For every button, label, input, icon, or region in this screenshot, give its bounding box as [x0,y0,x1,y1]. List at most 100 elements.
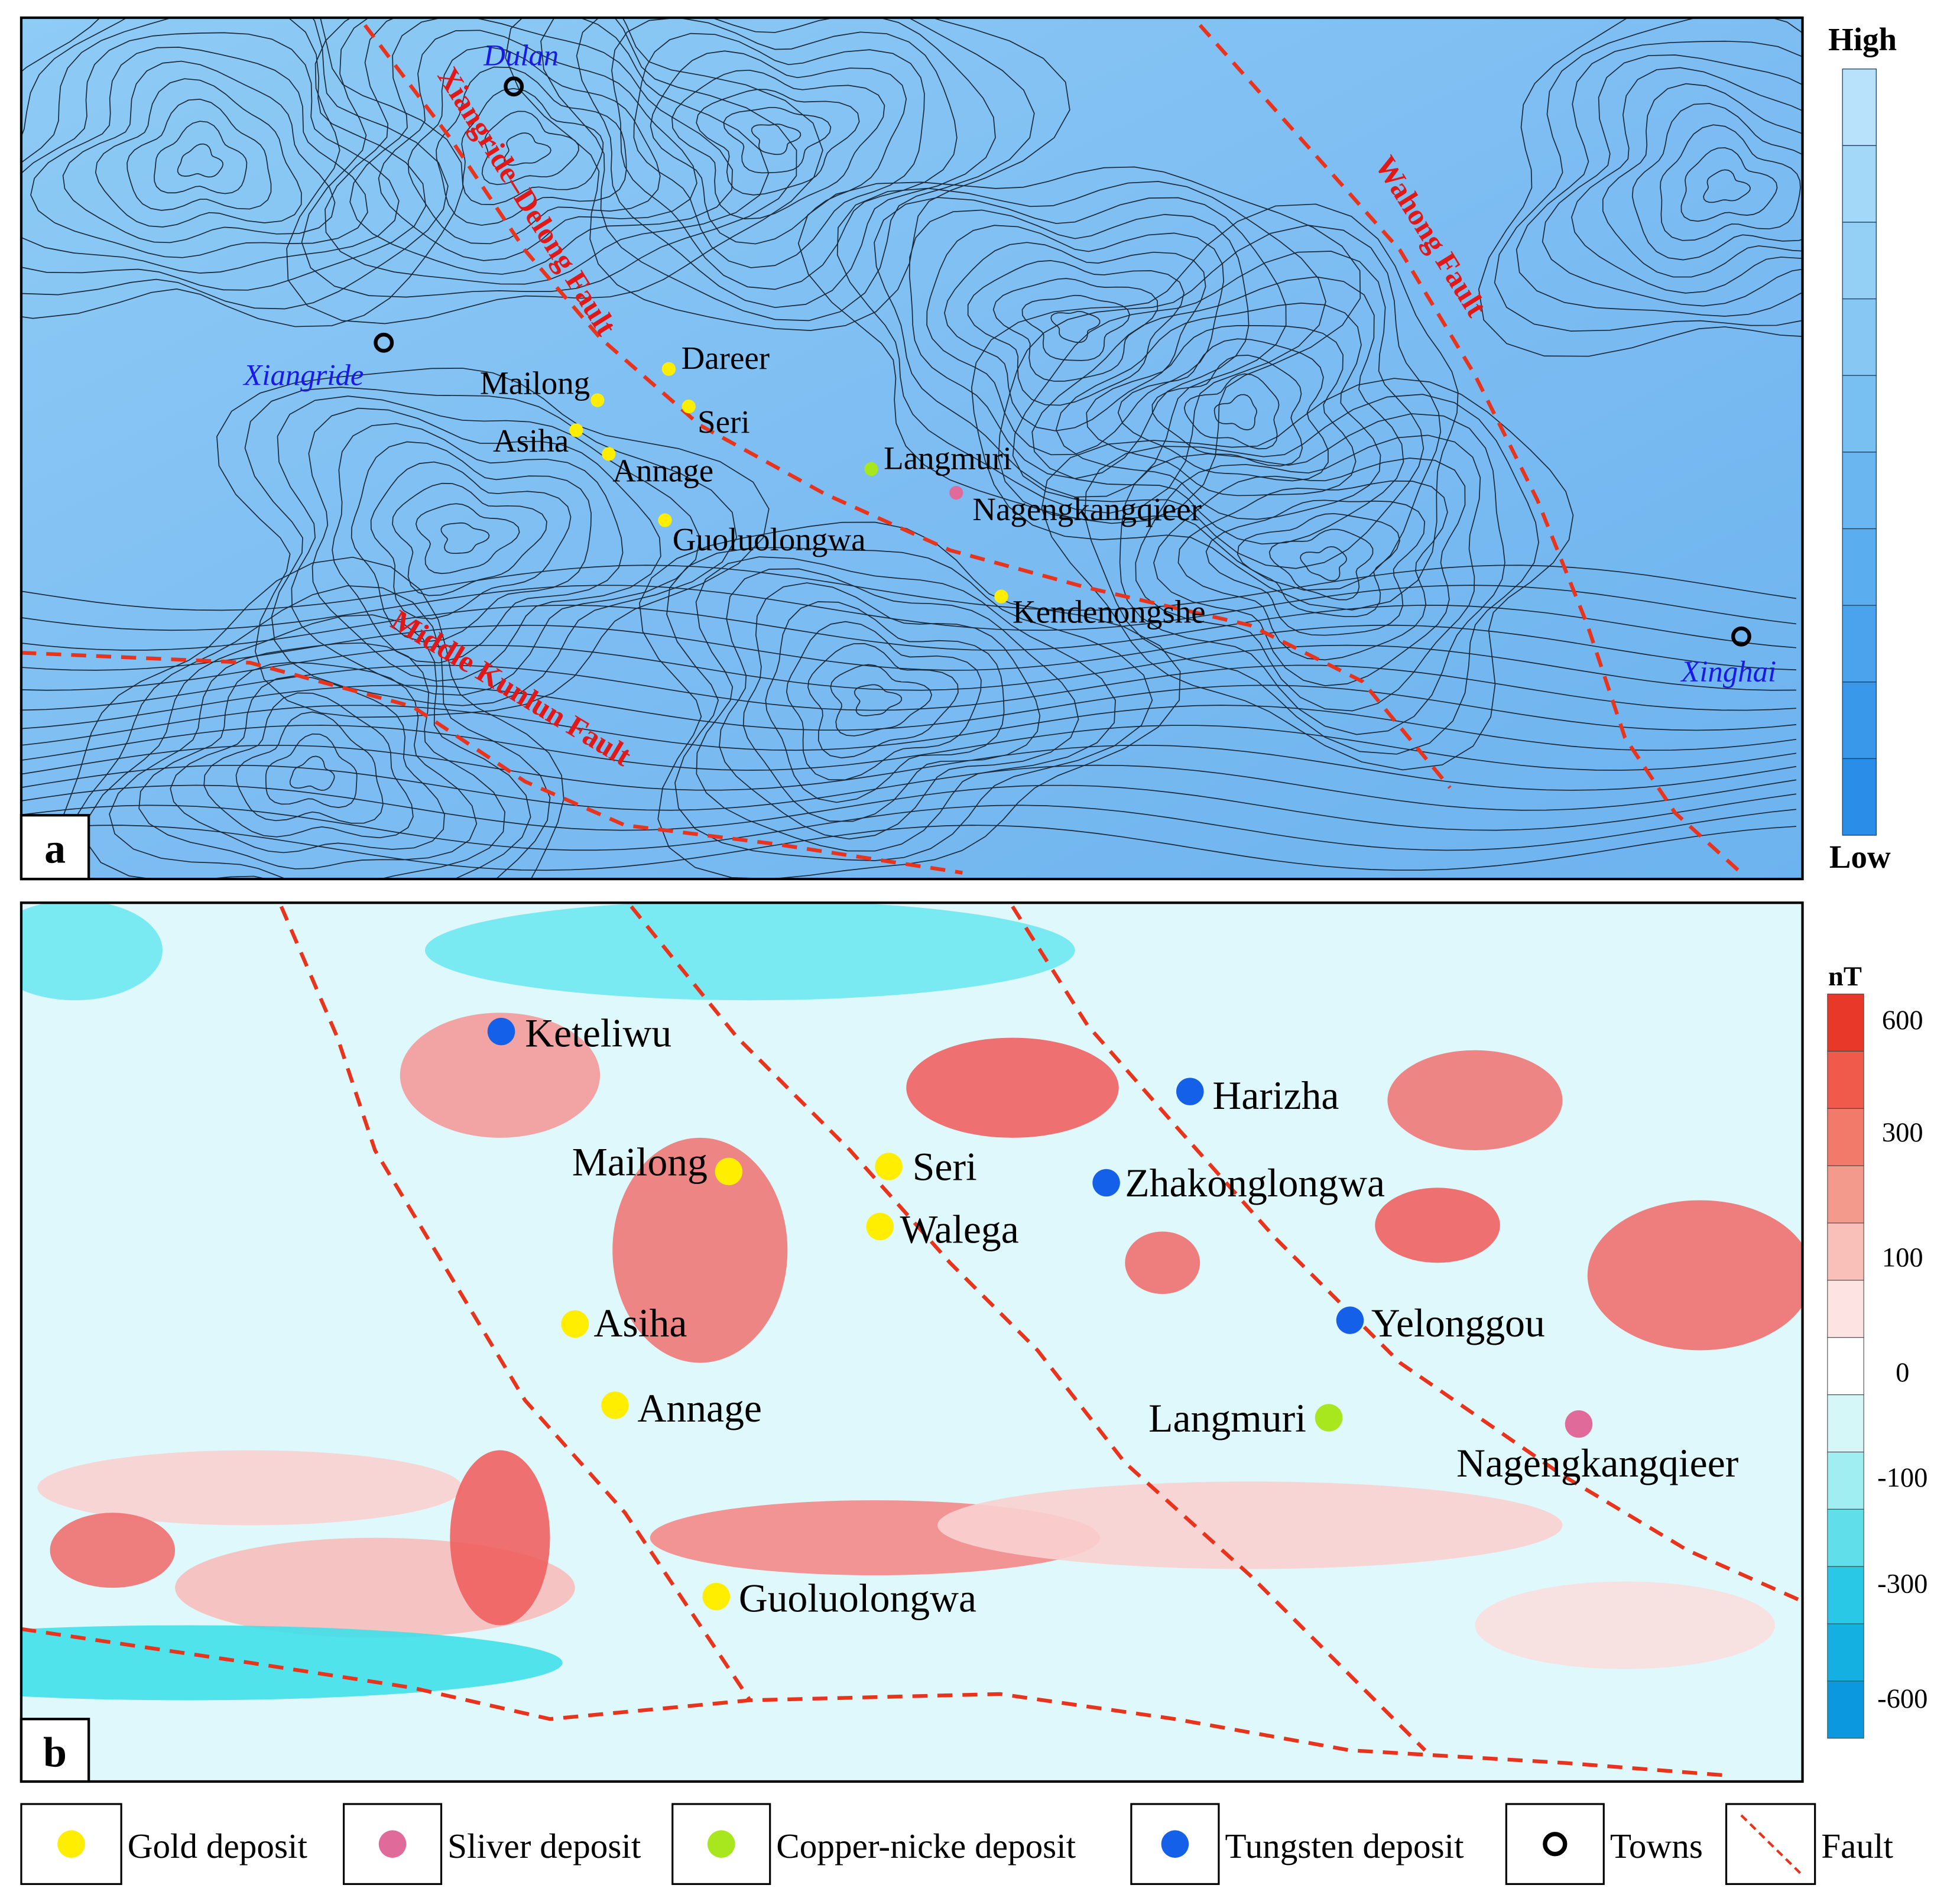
contour [1041,378,1574,771]
colorbar-tick-label: -300 [1877,1569,1927,1599]
contour [407,46,661,245]
contour [301,17,797,298]
legend-label: Gold deposit [128,1826,308,1865]
contour [21,32,400,274]
deposit-marker [569,423,583,437]
contour [1021,294,1131,361]
contour [392,482,547,596]
fault-line [1198,24,1745,877]
deposit-label: Walega [900,1207,1019,1251]
contour [21,624,1796,671]
deposit-label: Seri [913,1145,977,1189]
panel-label: a [44,825,66,872]
contour [1183,373,1280,450]
contour [378,30,697,261]
contour [54,556,564,880]
contour [505,17,1070,331]
fault-line [363,24,1452,789]
contour [576,17,996,309]
contour [177,143,223,178]
deposit-marker [715,1157,743,1186]
contour [21,17,464,327]
contours [21,17,1803,880]
deposit-label: Kendenongshe [1013,594,1206,630]
contour [1571,67,1803,294]
colorbar-unit: nT [1828,962,1862,992]
contour [504,132,551,166]
contour [308,407,661,682]
contour [765,601,1005,803]
contour [926,225,1225,456]
colorbar-low: Low [1829,839,1891,875]
legend-label: Sliver deposit [447,1826,641,1865]
contour [30,47,368,258]
colorbar-segment [1842,145,1877,223]
deposit-label: Guoluolongwa [673,521,866,557]
contour [650,50,907,245]
contour [21,784,1797,831]
contour [1084,394,1539,755]
contour [21,764,1797,811]
colorbar-tick-label: 0 [1896,1358,1909,1388]
legend-symbol [707,1830,735,1858]
colorbar-segment [1827,1050,1864,1109]
contour [324,17,770,285]
deposit-marker [875,1153,903,1180]
anomaly [425,903,1075,1001]
anomaly [937,1481,1563,1569]
contour [908,209,1250,479]
legend-box [1725,1803,1816,1885]
fault-line [629,905,1427,1752]
anomaly [37,1450,463,1526]
colorbar-segment [1827,1280,1864,1338]
fault-line [21,1627,1725,1777]
contour [21,644,1796,691]
contour [216,368,770,718]
contour [349,17,733,275]
contour [1055,302,1381,520]
deposit-label: Mailong [480,365,590,401]
colorbar-segment [1827,994,1864,1052]
contour [1268,528,1374,601]
contour [286,17,823,325]
deposit-label: Asiha [493,423,569,459]
colorbar-tick-label: -100 [1877,1463,1927,1493]
fault-line [279,906,752,1702]
deposit-marker [487,1017,515,1046]
contour [1012,251,1424,569]
town-marker [1731,626,1751,647]
contour [1602,83,1803,278]
contour [1213,394,1257,431]
panel-label-box [20,1718,90,1783]
deposit-marker [561,1310,589,1338]
contour [154,121,248,194]
contour [671,69,885,220]
contour [633,33,925,268]
colorbar-segment [1827,1108,1864,1166]
deposit-marker [702,1582,731,1611]
contour [21,804,1797,851]
contour [1119,413,1505,735]
colorbar-segment [1827,1508,1864,1567]
deposit-label: Mailong [572,1140,708,1184]
contour [742,582,1041,822]
faults [21,24,1745,877]
contour [277,395,701,696]
legend-symbol [57,1830,85,1858]
panel-b: b nT 600 300 100 0 -100 -300 -600 [20,901,1927,1783]
colorbar-segment [1842,298,1877,376]
contour [436,66,627,226]
contour [695,556,1116,852]
anomalies [21,903,1803,1701]
contour [1177,480,1448,661]
contour [992,278,1159,382]
colorbar-segment [1827,1394,1864,1453]
panel-a: a High Low [20,16,1897,881]
deposit-marker [602,447,616,461]
deposit-label: Nagengkangqieer [1456,1441,1738,1485]
colorbar-segment [1827,1451,1864,1510]
contour [666,547,1153,861]
deposit-marker [682,400,696,414]
colorbar-segment [1827,1165,1864,1224]
